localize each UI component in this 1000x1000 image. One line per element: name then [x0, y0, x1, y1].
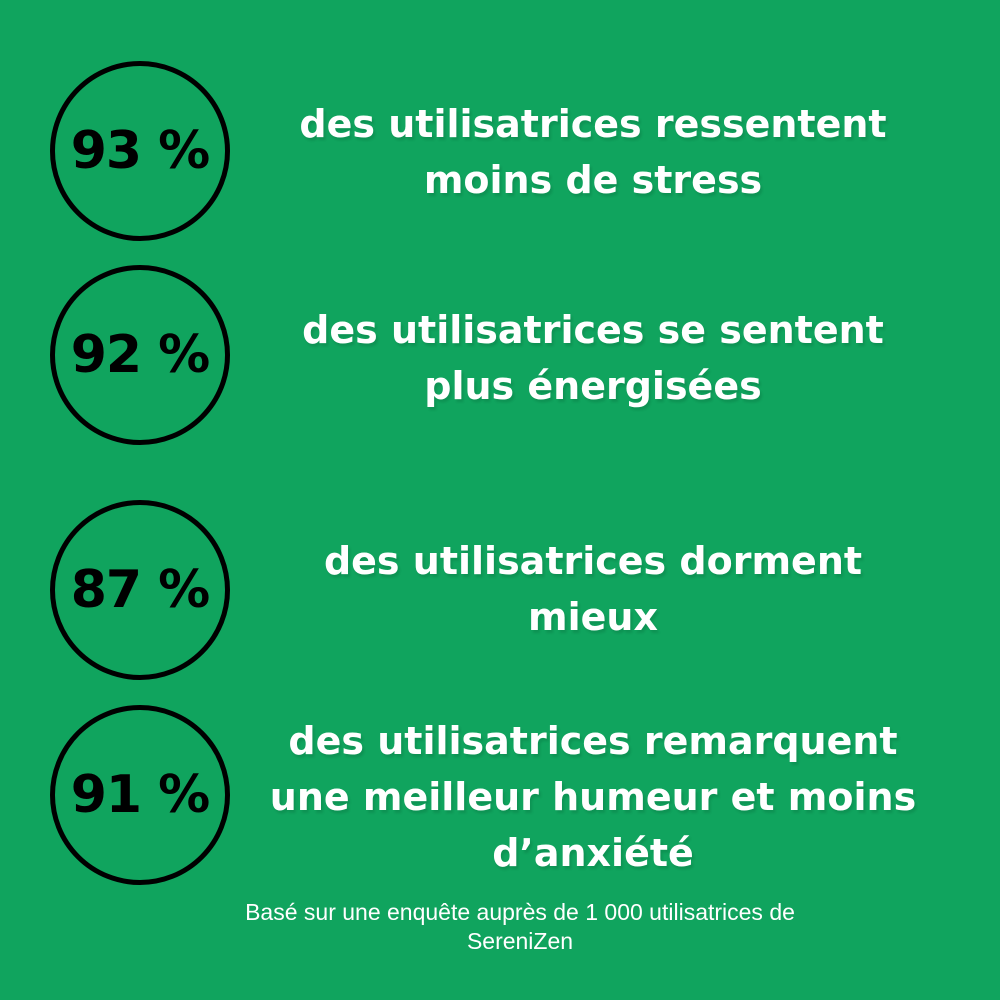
stat-description-line: une meilleur humeur et moins: [269, 775, 917, 819]
stat-description-line: moins de stress: [423, 158, 763, 202]
stat-description-1: des utilisatrices ressentent moins de st…: [226, 96, 960, 208]
stat-percent-4: 91 %: [70, 765, 211, 825]
stat-circle-2: 92 %: [50, 265, 230, 445]
stat-circle-1: 93 %: [50, 61, 230, 241]
survey-note: Basé sur une enquête auprès de 1 000 uti…: [40, 898, 1000, 956]
stat-description-line: plus énergisées: [424, 364, 762, 408]
stat-percent-3: 87 %: [70, 560, 211, 620]
survey-note-line: Basé sur une enquête auprès de 1 000 uti…: [245, 899, 795, 925]
stat-description-4: des utilisatrices remarquent une meilleu…: [226, 713, 960, 881]
stat-description-line: des utilisatrices ressentent: [299, 102, 887, 146]
stat-description-2: des utilisatrices se sentent plus énergi…: [226, 302, 960, 414]
stat-percent-1: 93 %: [70, 121, 211, 181]
survey-note-line: SereniZen: [466, 928, 574, 954]
stat-description-3: des utilisatrices dorment mieux: [226, 533, 960, 645]
stat-description-line: des utilisatrices dorment: [323, 539, 863, 583]
stat-description-line: des utilisatrices remarquent: [288, 719, 898, 763]
stat-circle-4: 91 %: [50, 705, 230, 885]
stat-description-line: d’anxiété: [492, 831, 694, 875]
stat-percent-2: 92 %: [70, 325, 211, 385]
stat-description-line: des utilisatrices se sentent: [302, 308, 884, 352]
stat-circle-3: 87 %: [50, 500, 230, 680]
stat-description-line: mieux: [528, 595, 658, 639]
